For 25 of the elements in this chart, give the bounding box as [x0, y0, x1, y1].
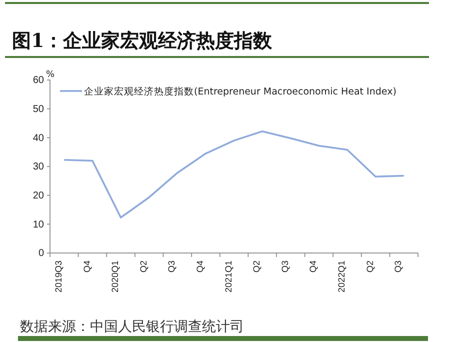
x-tick-label: 2020Q1 — [110, 260, 120, 293]
x-tick-label: Q2 — [138, 260, 148, 273]
x-tick-label: Q4 — [82, 260, 92, 273]
x-tick-label: Q4 — [308, 260, 318, 273]
chart-title: 图1：企业家宏观经济热度指数 — [12, 30, 274, 52]
y-tick-label: 0 — [38, 248, 44, 260]
y-tick-label: 10 — [32, 219, 44, 230]
y-tick-label: 40 — [32, 132, 44, 144]
x-tick-label: Q3 — [280, 260, 290, 273]
y-tick-label: 60 — [32, 75, 44, 86]
line-series — [63, 130, 405, 218]
x-tick-label: Q2 — [364, 260, 375, 273]
x-tick-label: Q3 — [393, 260, 404, 273]
y-tick-label: 20 — [32, 190, 44, 202]
x-tick-label: 2021Q1 — [223, 260, 234, 293]
x-tick-label: 2019Q3 — [53, 260, 64, 293]
x-tick-label: Q2 — [252, 260, 262, 273]
source-note: 数据来源：中国人民银行调查统计司 — [20, 319, 244, 335]
x-tick-label: 2022Q1 — [336, 260, 347, 293]
x-tick-label: Q3 — [166, 260, 177, 273]
y-tick-label: 50 — [32, 104, 44, 116]
y-axis-title: % — [46, 70, 55, 80]
x-tick-label: Q4 — [194, 260, 205, 273]
y-tick-label: 30 — [32, 162, 44, 173]
legend-label: 企业家宏观经济热度指数(Entrepreneur Macroeconomic Heat Index) — [84, 86, 396, 98]
